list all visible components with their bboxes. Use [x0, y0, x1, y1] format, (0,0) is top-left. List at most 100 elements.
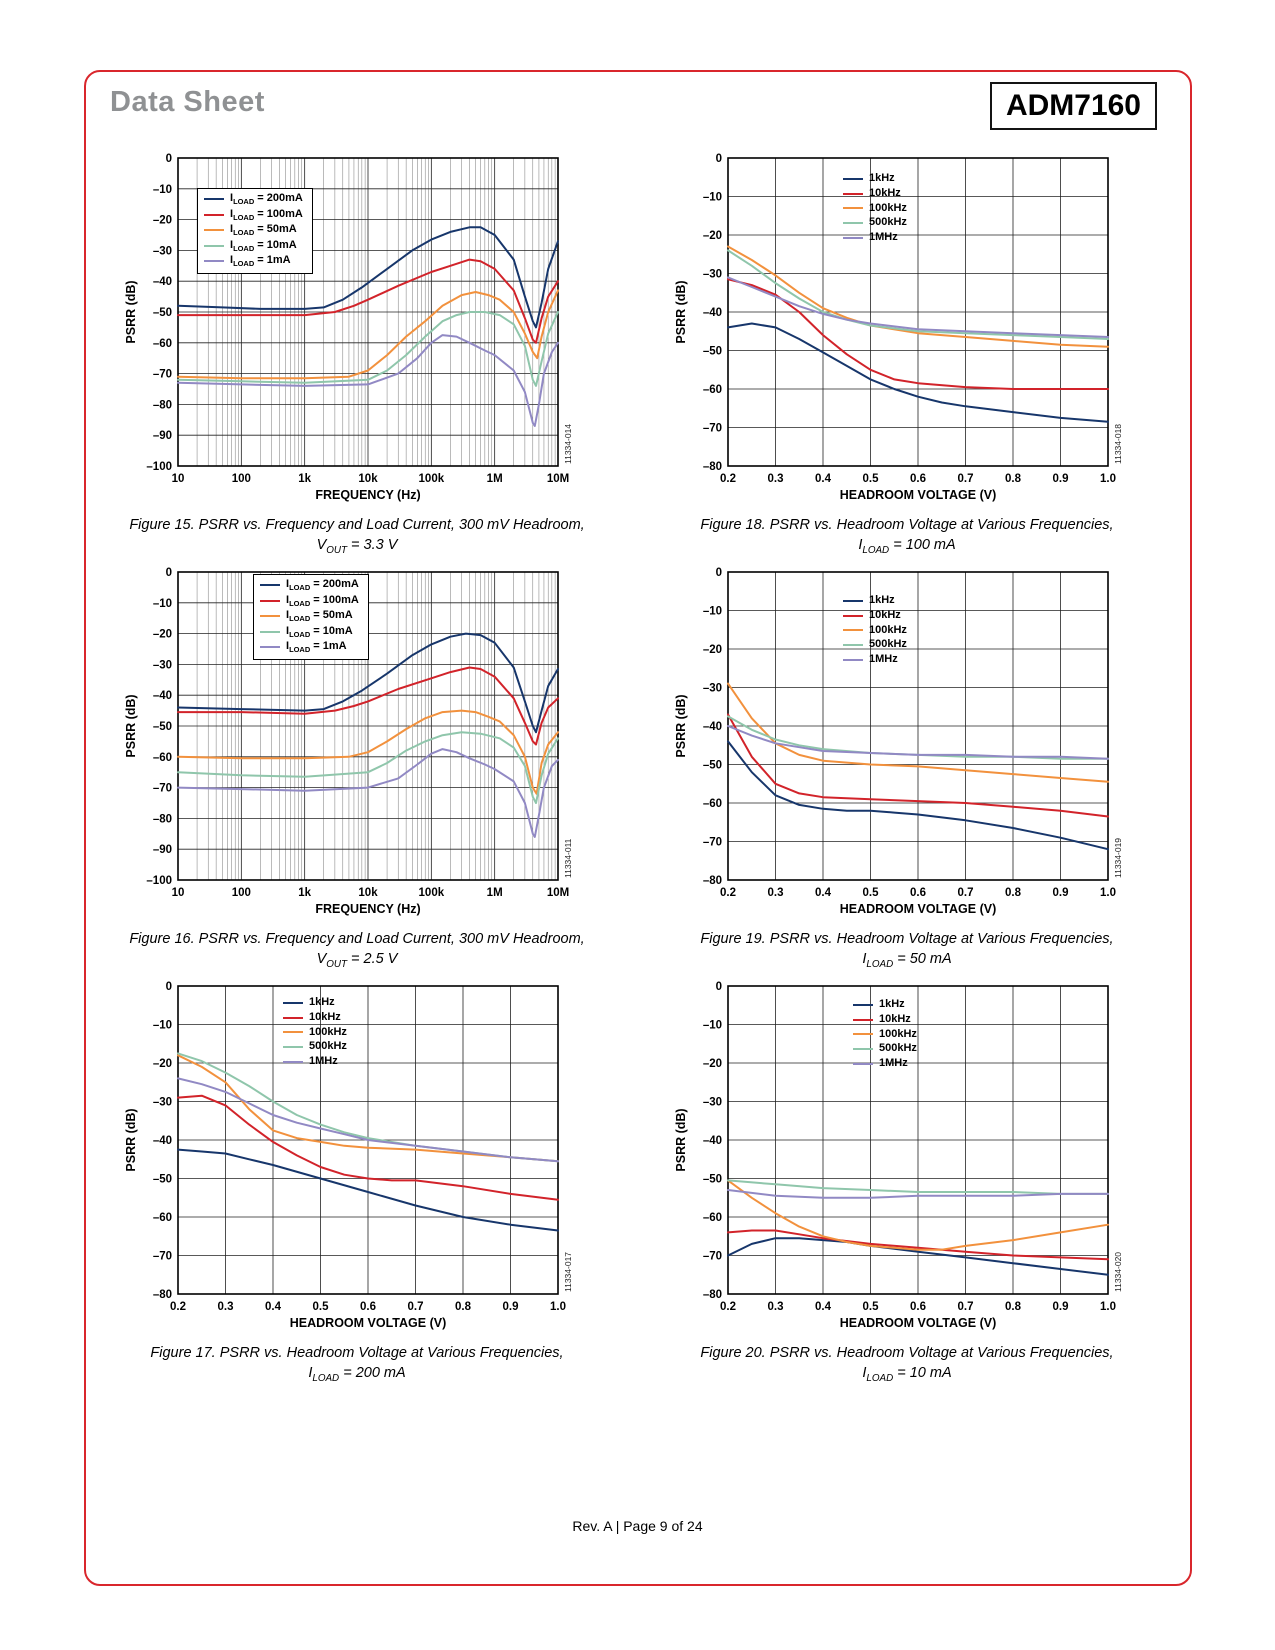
x-tick-label: 100k [419, 887, 445, 899]
figure-caption: Figure 19. PSRR vs. Headroom Voltage at … [700, 931, 1114, 971]
legend-swatch [204, 198, 224, 201]
series-line [727, 1189, 1109, 1199]
y-tick-label: –20 [703, 1058, 722, 1070]
x-tick-label: 0.4 [815, 1301, 832, 1313]
legend-item: 500kHz [853, 1042, 917, 1056]
y-axis-label: PSRR (dB) [124, 694, 138, 757]
legend-swatch [853, 1003, 873, 1006]
y-tick-label: –60 [703, 384, 722, 396]
y-tick-label: –60 [153, 752, 172, 764]
legend-swatch [843, 614, 863, 617]
series-line [177, 258, 559, 344]
legend-label: 500kHz [879, 1042, 917, 1055]
series-line [727, 1179, 1109, 1195]
x-tick-label: 0.4 [815, 473, 832, 485]
x-tick-label: 0.7 [958, 1301, 974, 1313]
y-tick-label: –70 [153, 1251, 172, 1263]
legend-item: ILOAD = 50mA [204, 223, 303, 238]
page-title: Data Sheet [110, 86, 265, 118]
y-axis-label: PSRR (dB) [674, 280, 688, 343]
x-tick-label: 0.3 [768, 473, 784, 485]
series-line [727, 1229, 1109, 1261]
y-tick-label: 0 [166, 981, 172, 993]
y-tick-label: –30 [703, 683, 722, 695]
legend-item: 10kHz [283, 1011, 347, 1025]
series-line [177, 731, 559, 804]
y-tick-label: –50 [153, 721, 172, 733]
y-axis-label: PSRR (dB) [124, 1108, 138, 1171]
legend-swatch [843, 177, 863, 180]
legend-swatch [283, 1031, 303, 1034]
series-line [177, 226, 559, 329]
x-tick-label: 0.5 [863, 887, 880, 899]
legend-label: 1kHz [309, 996, 335, 1008]
legend-item: 1MHz [843, 231, 907, 245]
x-tick-label: 1M [487, 473, 503, 485]
legend-item: 1kHz [853, 998, 917, 1012]
y-tick-label: –60 [153, 1212, 172, 1224]
legend-swatch [843, 658, 863, 661]
x-tick-label: 0.7 [958, 473, 974, 485]
chart-legend: 1kHz 10kHz 100kHz 500kHz 1MHz [283, 996, 347, 1069]
x-tick-label: 0.4 [265, 1301, 282, 1313]
x-tick-label: 10 [172, 887, 185, 899]
legend-label: ILOAD = 100mA [230, 207, 303, 222]
y-tick-label: 0 [166, 153, 172, 165]
chart-plot: 0.2 0.3 0.4 0.5 0.6 0.7 0.8 0.9 1.0 0 –10 –20 –30 –40… [674, 567, 1123, 916]
legend-item: ILOAD = 100mA [204, 208, 303, 223]
y-tick-label: –100 [146, 461, 172, 473]
y-tick-label: –60 [153, 338, 172, 350]
y-tick-label: –70 [153, 783, 172, 795]
legend-swatch [853, 1062, 873, 1065]
x-tick-label: 10M [547, 887, 569, 899]
x-tick-label: 0.3 [768, 1301, 784, 1313]
legend-swatch [843, 222, 863, 225]
y-tick-label: –60 [703, 798, 722, 810]
x-tick-label: 0.6 [910, 473, 926, 485]
y-tick-label: –30 [153, 1097, 172, 1109]
y-tick-label: –100 [146, 875, 172, 887]
y-tick-label: –10 [703, 192, 722, 204]
legend-item: 100kHz [843, 624, 907, 638]
y-tick-label: –70 [703, 423, 722, 435]
x-tick-label: 0.2 [720, 473, 736, 485]
figure-17: 0.2 0.3 0.4 0.5 0.6 0.7 0.8 0.9 1.0 0 –10 –20 –30 –40… [122, 978, 607, 1390]
x-tick-label: 0.7 [408, 1301, 424, 1313]
legend-label: 10kHz [869, 186, 901, 199]
series-line [177, 666, 559, 746]
y-tick-label: –80 [703, 461, 722, 473]
legend-label: 10kHz [869, 608, 901, 621]
series-line [177, 1077, 559, 1163]
y-tick-label: –80 [153, 1289, 172, 1301]
legend-item: ILOAD = 50mA [260, 609, 359, 624]
y-tick-label: –70 [703, 1251, 722, 1263]
y-axis-label: PSRR (dB) [674, 1108, 688, 1171]
chart-plot: 0.2 0.3 0.4 0.5 0.6 0.7 0.8 0.9 1.0 0 –10 –20 –30 –40… [674, 153, 1123, 502]
legend-swatch [843, 599, 863, 602]
legend-label: 500kHz [869, 638, 907, 651]
x-tick-label: 1k [298, 887, 311, 899]
legend-item: 1MHz [853, 1057, 917, 1071]
series-line [177, 1094, 559, 1201]
legend-label: 1MHz [869, 231, 898, 243]
y-tick-label: –40 [153, 690, 172, 702]
legend-label: ILOAD = 50mA [286, 609, 353, 624]
y-axis-label: PSRR (dB) [674, 694, 688, 757]
legend-label: 1kHz [869, 172, 895, 184]
figure-15: 10 100 1k 10k 100k 1M 10M 0 –10 –20 –30 –40 –50 –60 –7… [122, 150, 607, 562]
legend-swatch [843, 236, 863, 239]
legend-item: 500kHz [843, 638, 907, 652]
legend-label: 500kHz [869, 216, 907, 229]
legend-item: 1MHz [843, 653, 907, 667]
y-tick-label: –80 [703, 1289, 722, 1301]
series-line [177, 748, 559, 838]
legend-item: 10kHz [853, 1013, 917, 1027]
part-number: ADM7160 [1005, 89, 1141, 122]
x-axis-label: HEADROOM VOLTAGE (V) [290, 1316, 446, 1330]
chart-plot: 10 100 1k 10k 100k 1M 10M 0 –10 –20 –30 –40 –50 –60 –7… [124, 153, 573, 502]
chart-plot: 0.2 0.3 0.4 0.5 0.6 0.7 0.8 0.9 1.0 0 –10 –20 –30 –40… [674, 981, 1123, 1330]
charts-grid: 10 100 1k 10k 100k 1M 10M 0 –10 –20 –30 –40 –50 –60 –7… [122, 150, 1162, 1390]
y-tick-label: –50 [703, 1174, 722, 1186]
x-tick-label: 0.9 [1053, 887, 1069, 899]
series-line [727, 276, 1109, 338]
